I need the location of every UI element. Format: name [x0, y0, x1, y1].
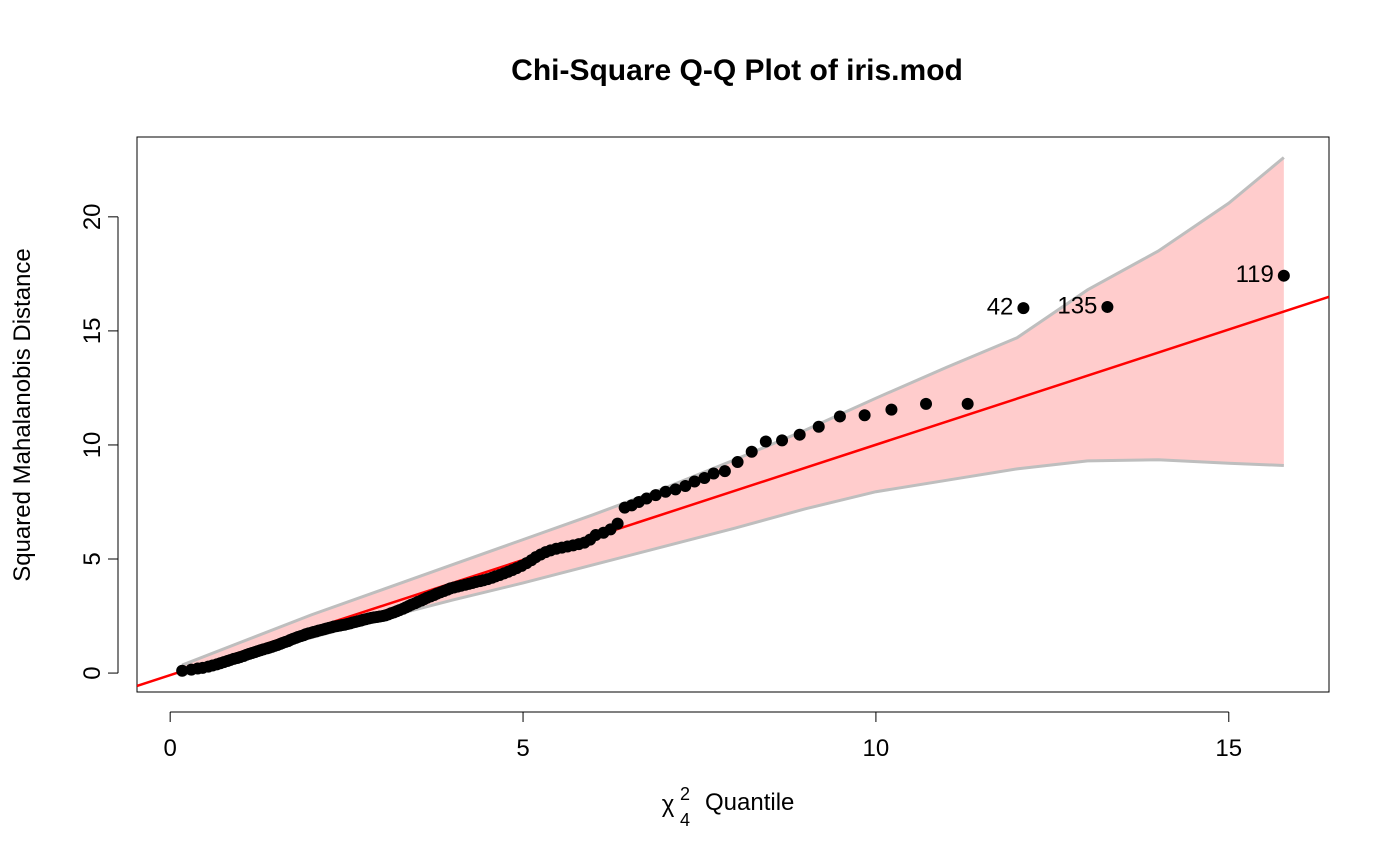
point [759, 435, 772, 448]
chart-title: Chi-Square Q-Q Plot of iris.mod [511, 54, 963, 87]
y-tick-label: 0 [79, 666, 106, 679]
point [885, 403, 898, 416]
point [659, 485, 672, 498]
point [1017, 302, 1030, 315]
point-label: 119 [1236, 261, 1274, 288]
point [745, 445, 758, 458]
y-tick-label: 5 [79, 552, 106, 565]
point-label: 42 [987, 293, 1014, 320]
point [833, 410, 846, 423]
point [707, 467, 720, 480]
confidence-band [182, 157, 1284, 676]
x-axis-symbol: χ [662, 791, 675, 818]
y-tick-label: 10 [79, 432, 106, 459]
y-tick-label: 15 [79, 318, 106, 345]
y-tick-label: 20 [79, 203, 106, 230]
x-tick-label: 5 [516, 735, 529, 762]
point [776, 434, 789, 447]
plot-frame [136, 136, 1330, 693]
point [688, 475, 701, 488]
point [698, 472, 711, 485]
point [793, 428, 806, 441]
point [649, 489, 662, 502]
point [669, 483, 682, 496]
x-tick-label: 10 [863, 735, 890, 762]
x-axis-title: Quantile [705, 789, 794, 816]
point [176, 664, 189, 677]
point [731, 456, 744, 469]
x-axis-subscript: 4 [680, 810, 690, 830]
plot-area [137, 156, 1329, 688]
point [679, 480, 692, 493]
point [640, 492, 653, 505]
point [812, 420, 825, 433]
point [961, 397, 974, 410]
x-tick-label: 15 [1215, 735, 1242, 762]
point [718, 465, 731, 478]
point [1101, 300, 1114, 313]
x-axis-superscript: 2 [680, 784, 690, 804]
point [611, 517, 624, 530]
y-axis-title: Squared Mahalanobis Distance [9, 248, 36, 582]
point [858, 409, 871, 422]
point [920, 397, 933, 410]
point-label: 135 [1057, 292, 1097, 319]
point [1277, 269, 1290, 282]
x-tick-label: 0 [163, 735, 176, 762]
